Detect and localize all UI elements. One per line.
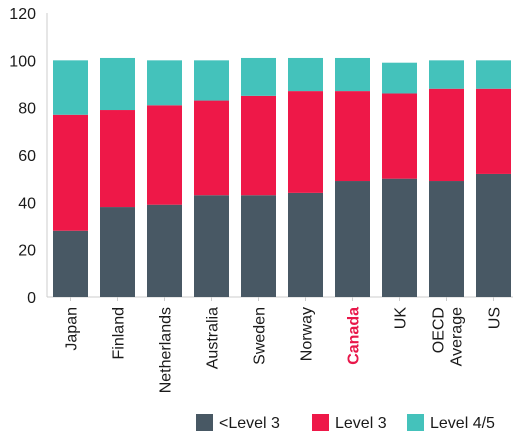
bar-segment (241, 95, 276, 196)
bar-segment (100, 207, 135, 297)
bar-segment (288, 91, 323, 193)
bar-group (194, 60, 229, 301)
bar-segment (147, 60, 182, 106)
legend: <Level 3 Level 3 Level 4/5 (196, 414, 495, 432)
legend-swatch (196, 414, 213, 431)
x-category-label: US (487, 307, 504, 329)
bar-segment (382, 93, 417, 179)
bar-segment (194, 60, 229, 101)
x-category-label: Netherlands (158, 307, 175, 393)
x-category-label-line: Japan (64, 307, 81, 351)
bar-group (288, 57, 323, 301)
legend-label: <Level 3 (219, 415, 280, 432)
bar-segment (429, 60, 464, 89)
x-category-label-line: Sweden (252, 307, 269, 365)
bars (53, 57, 511, 301)
bar-segment (53, 60, 88, 115)
bar-segment (335, 57, 370, 92)
x-category-label-line: Australia (205, 307, 222, 369)
x-category-label-line: US (487, 307, 504, 329)
x-category-label-line: Average (449, 307, 466, 366)
bar-segment (382, 62, 417, 94)
x-category-label-line: Finland (111, 307, 128, 359)
legend-swatch (407, 414, 424, 431)
bar-group (476, 60, 511, 301)
bar-group (241, 57, 276, 301)
bar-segment (429, 181, 464, 297)
legend-item: Level 3 (312, 414, 387, 432)
bar-segment (100, 110, 135, 208)
legend-label: Level 4/5 (430, 415, 495, 432)
bar-segment (382, 178, 417, 297)
bar-group (100, 57, 135, 301)
bar-segment (476, 60, 511, 89)
x-category-label: Finland (111, 307, 128, 359)
x-category-label: Australia (205, 307, 222, 369)
bar-segment (241, 57, 276, 96)
x-category-label-line: Netherlands (158, 307, 175, 393)
x-category-label-line: UK (393, 307, 410, 330)
x-category-label: Norway (299, 307, 316, 361)
bar-segment (53, 114, 88, 231)
x-category-label-line: Canada (346, 307, 363, 365)
bar-group (147, 60, 182, 301)
legend-item: <Level 3 (196, 414, 280, 432)
legend-label: Level 3 (335, 415, 387, 432)
bar-group (429, 60, 464, 301)
bar-segment (53, 230, 88, 297)
bar-segment (288, 192, 323, 297)
bar-group (382, 62, 417, 301)
bar-segment (476, 173, 511, 297)
y-tick-label: 40 (18, 195, 36, 212)
y-tick-label: 80 (18, 101, 36, 118)
x-category-label-line: OECD (431, 307, 448, 353)
x-category-label: Sweden (252, 307, 269, 365)
y-tick-label: 0 (27, 290, 36, 307)
legend-swatch (312, 414, 329, 431)
x-category-label: Japan (64, 307, 81, 351)
bar-segment (194, 195, 229, 297)
bar-group (335, 57, 370, 301)
legend-item: Level 4/5 (407, 414, 495, 432)
y-tick-label: 60 (18, 148, 36, 165)
x-category-label: Canada (346, 307, 363, 365)
bar-group (53, 60, 88, 301)
bar-segment (147, 204, 182, 297)
y-axis-ticks: 0 20 40 60 80 100 120 (9, 6, 36, 307)
bar-segment (194, 100, 229, 196)
bar-segment (476, 88, 511, 174)
y-tick-label: 120 (9, 6, 36, 23)
bar-segment (335, 181, 370, 297)
bar-segment (429, 88, 464, 182)
x-axis-labels: Japan Finland Netherlands Australia Sweden No… (64, 307, 504, 394)
x-category-label: UK (393, 307, 410, 330)
bar-segment (288, 57, 323, 92)
bar-segment (147, 105, 182, 205)
x-category-label-line: Norway (299, 307, 316, 361)
bar-segment (335, 91, 370, 182)
bar-segment (100, 57, 135, 111)
y-tick-label: 100 (9, 53, 36, 70)
bar-segment (241, 195, 276, 297)
y-tick-label: 20 (18, 243, 36, 260)
x-category-label: OECDAverage (431, 307, 466, 366)
